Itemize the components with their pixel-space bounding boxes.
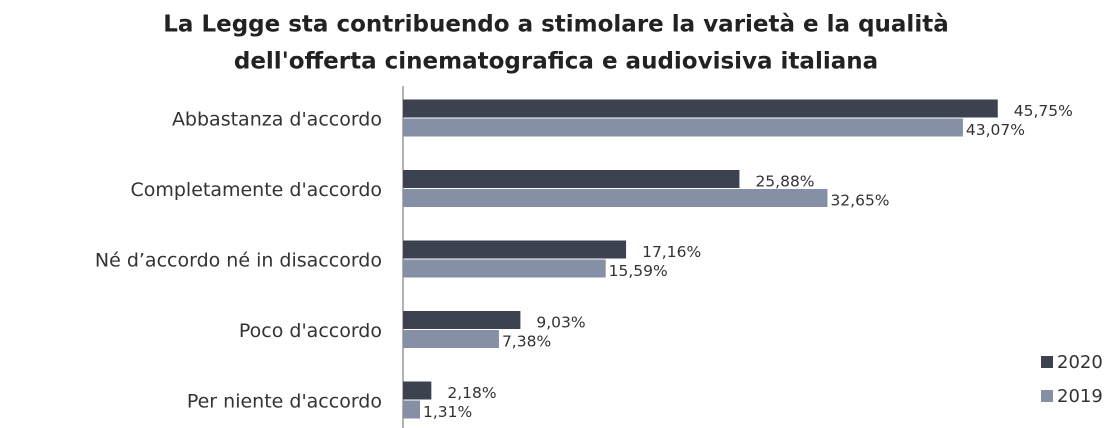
bar — [403, 118, 963, 137]
bar — [403, 189, 828, 207]
y-tick-label: Abbastanza d'accordo — [172, 109, 382, 131]
y-tick-label: Né d’accordo né in disaccordo — [95, 250, 382, 272]
bar — [403, 170, 740, 188]
bar — [403, 330, 499, 348]
data-label: 9,03% — [536, 314, 585, 332]
data-label: 17,16% — [642, 243, 701, 261]
y-tick-label: Completamente d'accordo — [130, 179, 382, 201]
legend-label: 2020 — [1057, 352, 1103, 373]
data-label: 15,59% — [609, 262, 668, 280]
y-tick-label: Poco d'accordo — [239, 320, 382, 342]
legend-swatch — [1041, 356, 1053, 368]
chart-title: La Legge sta contribuendo a stimolare la… — [163, 12, 948, 38]
data-label: 43,07% — [966, 121, 1025, 139]
bar — [403, 311, 521, 329]
bar — [403, 99, 998, 118]
data-label: 32,65% — [830, 192, 889, 210]
data-label: 45,75% — [1014, 102, 1073, 120]
data-label: 1,31% — [423, 403, 472, 421]
data-label: 2,18% — [447, 384, 496, 402]
bar — [403, 400, 421, 419]
bar — [403, 240, 627, 259]
y-tick-label: Per niente d'accordo — [187, 391, 382, 413]
data-label: 7,38% — [502, 333, 551, 351]
legend-label: 2019 — [1057, 386, 1103, 407]
legend-swatch — [1041, 390, 1053, 402]
data-label: 25,88% — [755, 173, 814, 191]
chart-title: dell'offerta cinematografica e audiovisi… — [234, 49, 878, 75]
bar — [403, 381, 432, 400]
bar — [403, 259, 606, 278]
